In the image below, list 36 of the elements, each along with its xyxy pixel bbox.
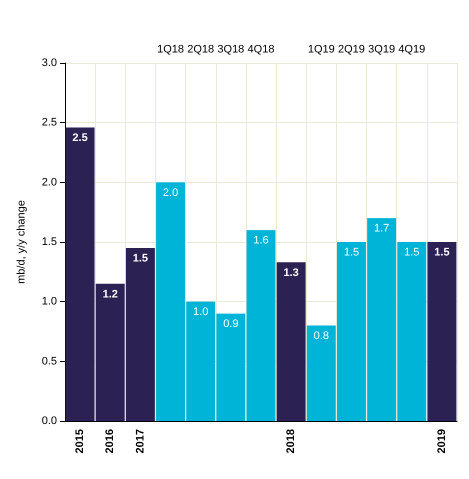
data-label: 1.6: [253, 234, 269, 247]
data-label: 0.8: [314, 330, 329, 342]
x-tick-label: 4Q18: [248, 44, 274, 56]
data-label: 1.5: [434, 246, 450, 258]
y-tick-label: 1.0: [42, 296, 57, 308]
x-tick-label: 3Q19: [368, 44, 396, 56]
y-tick-label: 3.0: [42, 57, 57, 69]
data-label: 1.5: [132, 252, 148, 264]
x-tick-label: 1Q19: [308, 44, 335, 56]
bar: [276, 262, 306, 421]
x-tick-label: 2015: [74, 429, 86, 454]
y-tick-label: 2.5: [42, 116, 57, 129]
x-tick-label: 2017: [134, 429, 146, 454]
bar: [427, 242, 456, 421]
data-label: 1.5: [344, 246, 360, 258]
y-tick-label: 1.5: [42, 236, 57, 248]
data-label: 1.5: [404, 246, 420, 258]
y-tick-label: 2.0: [42, 176, 57, 188]
data-label: 1.2: [102, 288, 118, 300]
x-tick-label: 2Q19: [338, 44, 365, 56]
data-label: 1.0: [193, 306, 208, 318]
x-tick-label: 4Q19: [398, 44, 426, 56]
x-tick-label: 2019: [436, 429, 448, 454]
data-label: 2.0: [162, 186, 178, 199]
x-tick-label: 2Q18: [187, 44, 214, 56]
y-axis-title: mb/d, y/y change: [16, 200, 28, 284]
data-label: 1.7: [374, 222, 390, 235]
y-tick-label: 0.0: [42, 415, 57, 427]
x-tick-label: 1Q18: [157, 44, 184, 56]
data-label: 2.5: [72, 132, 88, 144]
data-label: 1.3: [284, 266, 299, 279]
y-tick-label: 0.5: [42, 355, 57, 368]
data-label: 0.9: [223, 318, 238, 330]
x-tick-label: 2018: [285, 429, 298, 454]
x-tick-label: 2016: [104, 429, 116, 454]
x-tick-label: 3Q18: [217, 44, 244, 56]
